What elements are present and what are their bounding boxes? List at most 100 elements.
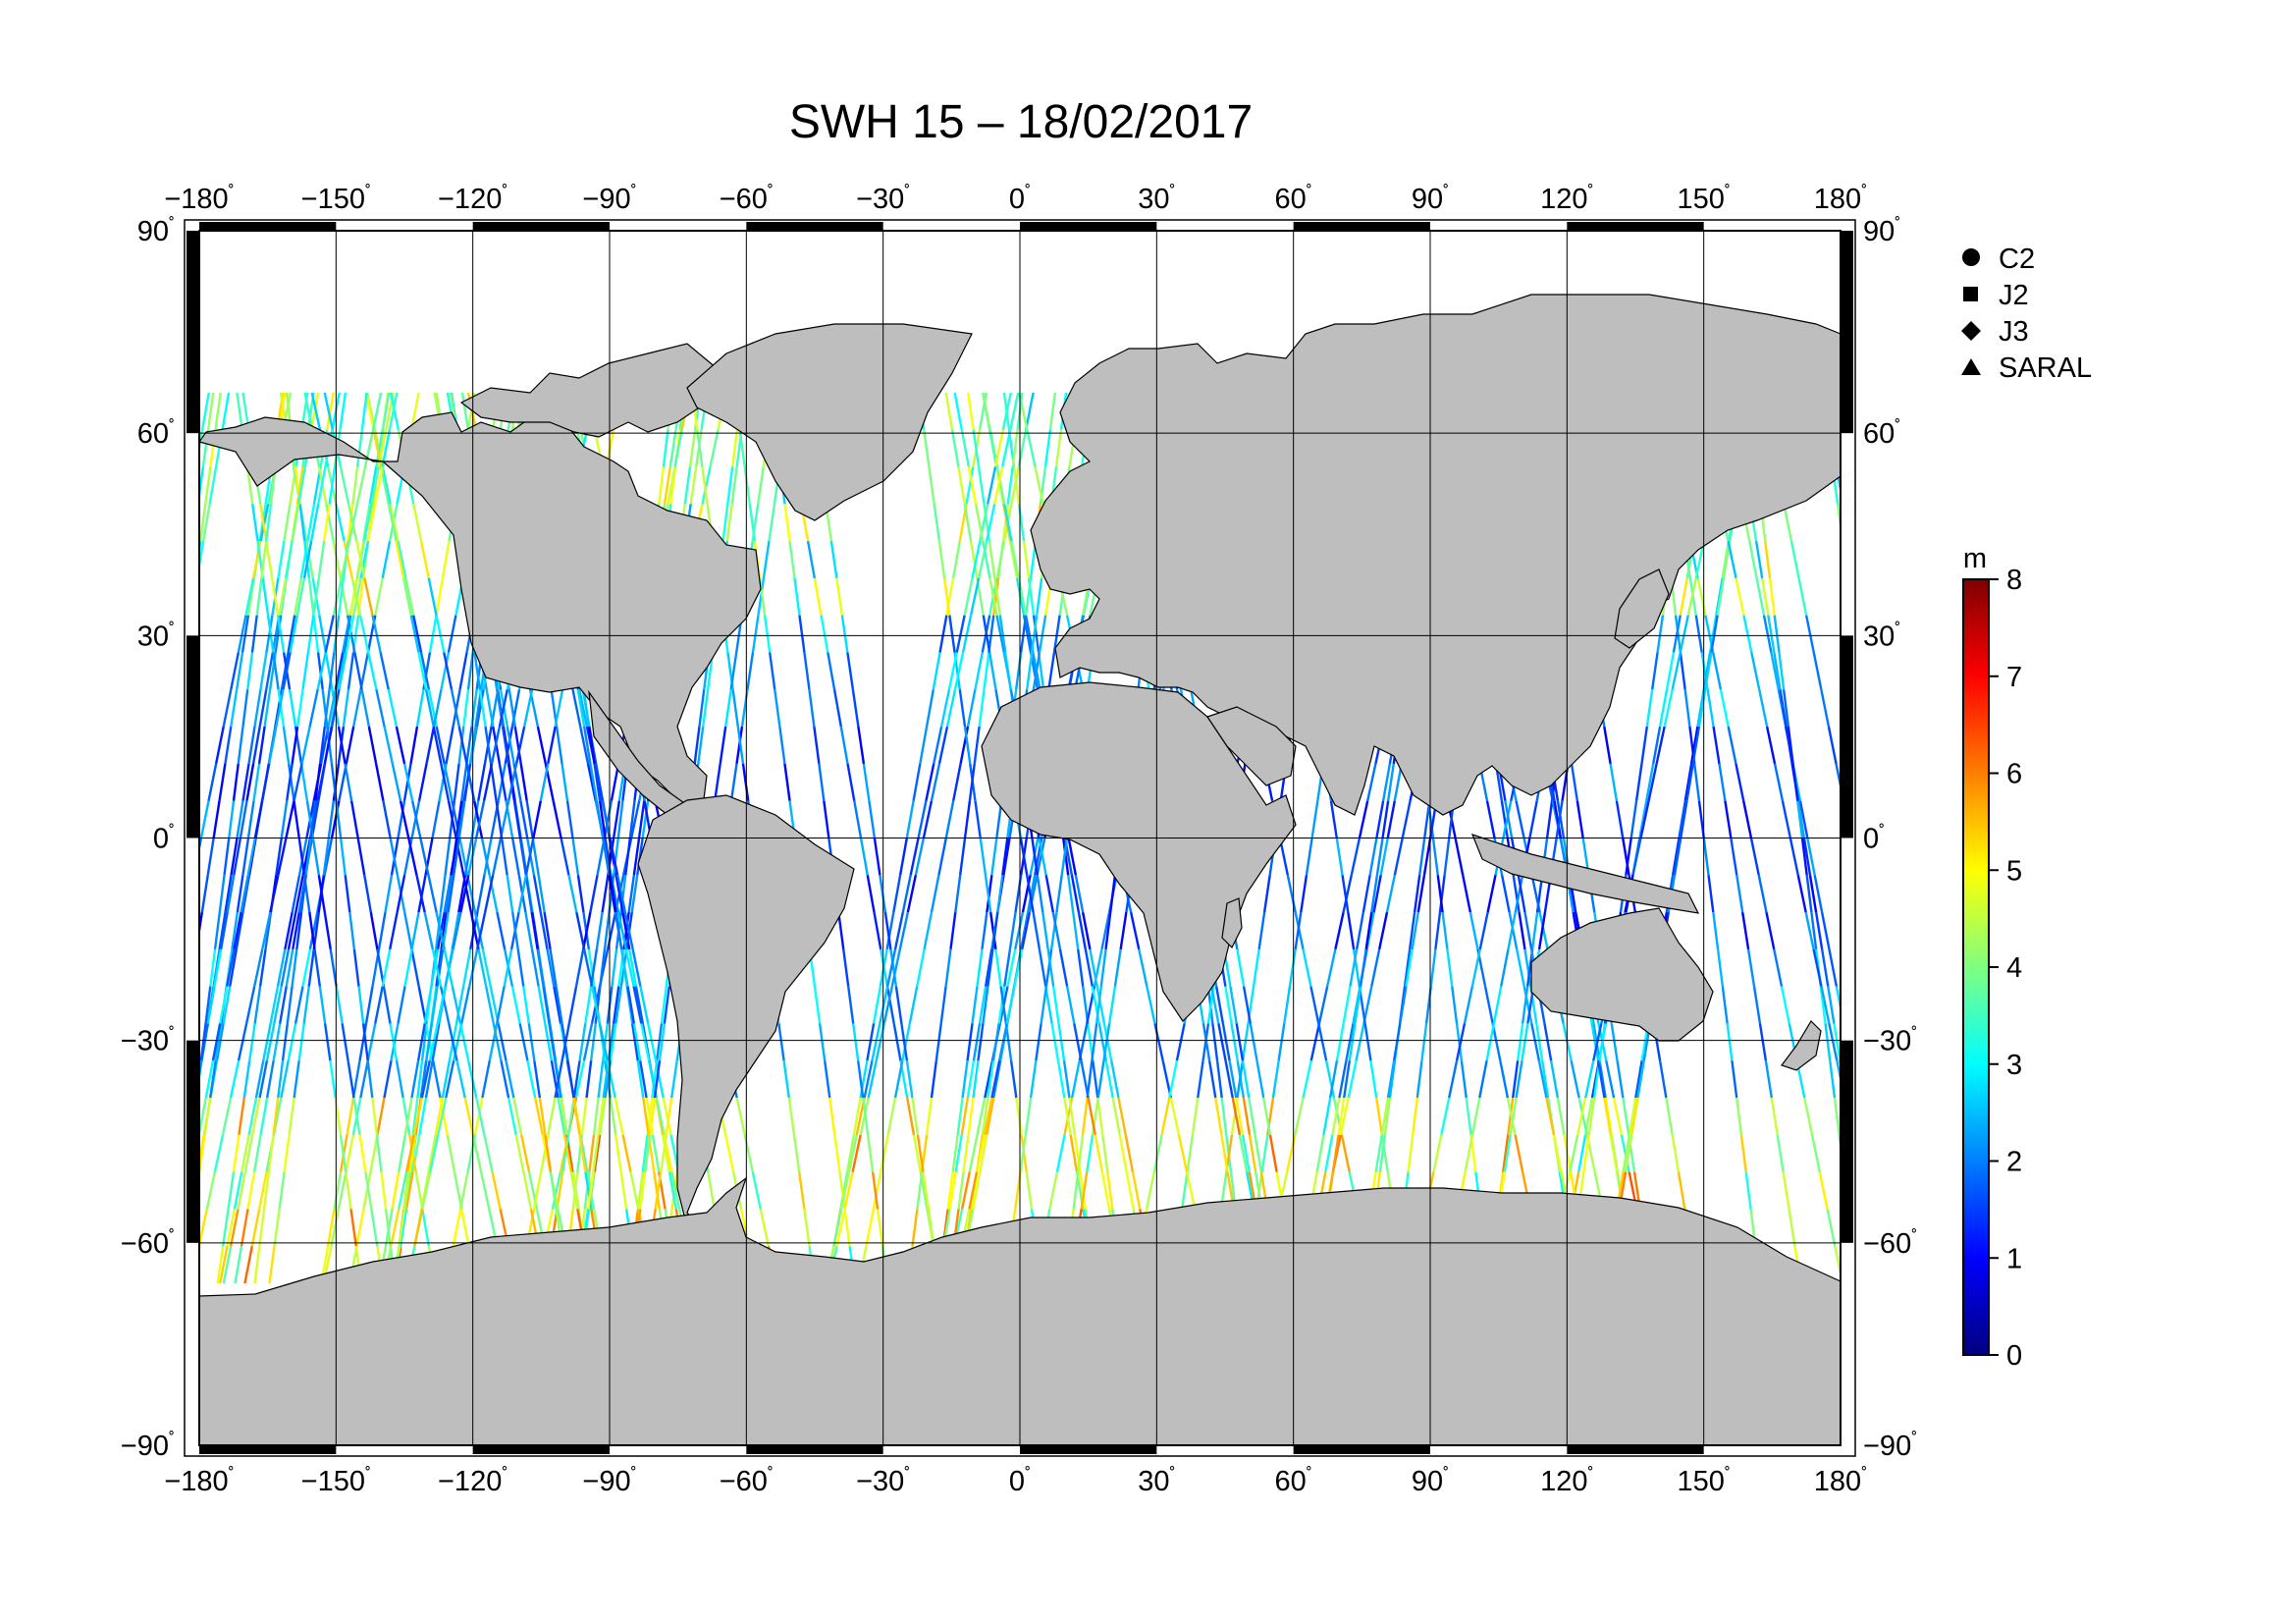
track-segment [925,689,934,728]
track-segment [193,504,198,541]
track-segment [411,1097,419,1136]
track-segment [636,1060,645,1099]
track-segment [1324,1134,1334,1172]
track-segment [316,652,327,690]
track-segment [526,1060,537,1099]
track-segment [957,1171,965,1210]
track-segment [1031,838,1040,876]
track-segment [1006,948,1017,987]
track-segment [751,615,760,653]
track-segment [457,726,468,765]
track-segment [597,1060,605,1099]
longitude-tick-label: 180˚ [1814,183,1867,215]
track-segment [1868,727,1873,764]
track-segment [982,615,991,653]
track-segment [427,577,438,616]
track-segment [1403,948,1412,987]
track-segment [963,726,972,765]
track-segment [954,1134,963,1172]
track-segment [925,1097,934,1136]
track-segment [1874,949,1882,987]
track-segment [476,875,486,913]
track-segment [1224,1060,1234,1099]
track-segment [567,986,578,1024]
track-segment [818,763,826,801]
longitude-tick-label: −120˚ [438,1465,507,1497]
track-segment [1503,1134,1512,1172]
track-segment [364,392,375,430]
track-segment [257,726,266,765]
track-segment [1865,1135,1872,1172]
track-segment [818,1023,827,1061]
track-segment [212,800,221,839]
land-greenland [686,323,973,521]
track-segment [1852,1135,1860,1172]
track-segment [960,429,971,467]
track-segment [374,577,384,616]
track-segment [585,1060,593,1099]
track-segment [149,1060,157,1098]
track-segment [1268,1134,1278,1172]
track-segment [1671,838,1681,876]
track-segment [275,689,285,728]
track-segment [987,948,994,987]
track-segment [601,800,612,839]
track-segment [1236,1060,1245,1099]
track-segment [306,615,315,653]
track-segment [768,504,776,542]
track-segment [999,986,1008,1024]
track-segment [322,838,331,876]
track-segment [730,429,739,467]
track-segment [323,689,331,728]
track-segment [1331,1097,1341,1136]
track-segment [823,800,830,839]
track-segment [232,1134,240,1172]
track-segment [466,875,477,913]
track-segment [1789,540,1800,579]
track-segment [960,1097,970,1136]
track-segment [1752,986,1762,1024]
track-segment [1254,1134,1263,1172]
track-segment [960,1171,971,1210]
track-segment [1826,1209,1837,1247]
track-segment [1001,429,1012,467]
track-segment [525,800,534,839]
track-segment [396,875,406,913]
track-segment [485,689,495,728]
track-segment [356,838,366,876]
track-segment [1806,838,1816,876]
track-segment [199,504,207,542]
track-segment [582,726,592,765]
track-segment [1609,763,1619,801]
track-segment [324,615,335,653]
track-segment [85,1060,92,1098]
latitude-tick-label: −30˚ [1863,1025,1917,1057]
track-segment [576,875,585,913]
track-segment [1645,763,1655,801]
track-segment [450,838,459,876]
track-segment [958,689,967,728]
track-segment [260,763,271,801]
track-segment [330,689,341,728]
track-segment [370,466,381,505]
track-segment [1092,1060,1099,1099]
track-segment [345,615,355,653]
track-segment [241,763,250,801]
track-segment [1358,800,1369,839]
track-segment [490,726,502,765]
track-segment [639,1060,648,1099]
track-segment [1900,689,1908,727]
track-segment [1454,838,1465,876]
track-segment [485,986,495,1024]
track-segment [578,1134,587,1172]
track-segment [1070,1060,1081,1099]
track-segment [1460,1060,1468,1099]
track-segment [417,763,428,801]
track-segment [351,1060,361,1099]
track-segment [305,540,314,579]
track-segment [974,800,982,839]
track-segment [226,1209,237,1247]
track-segment [1508,911,1519,950]
track-segment [873,838,881,876]
longitude-tick-label: 60˚ [1275,183,1312,215]
